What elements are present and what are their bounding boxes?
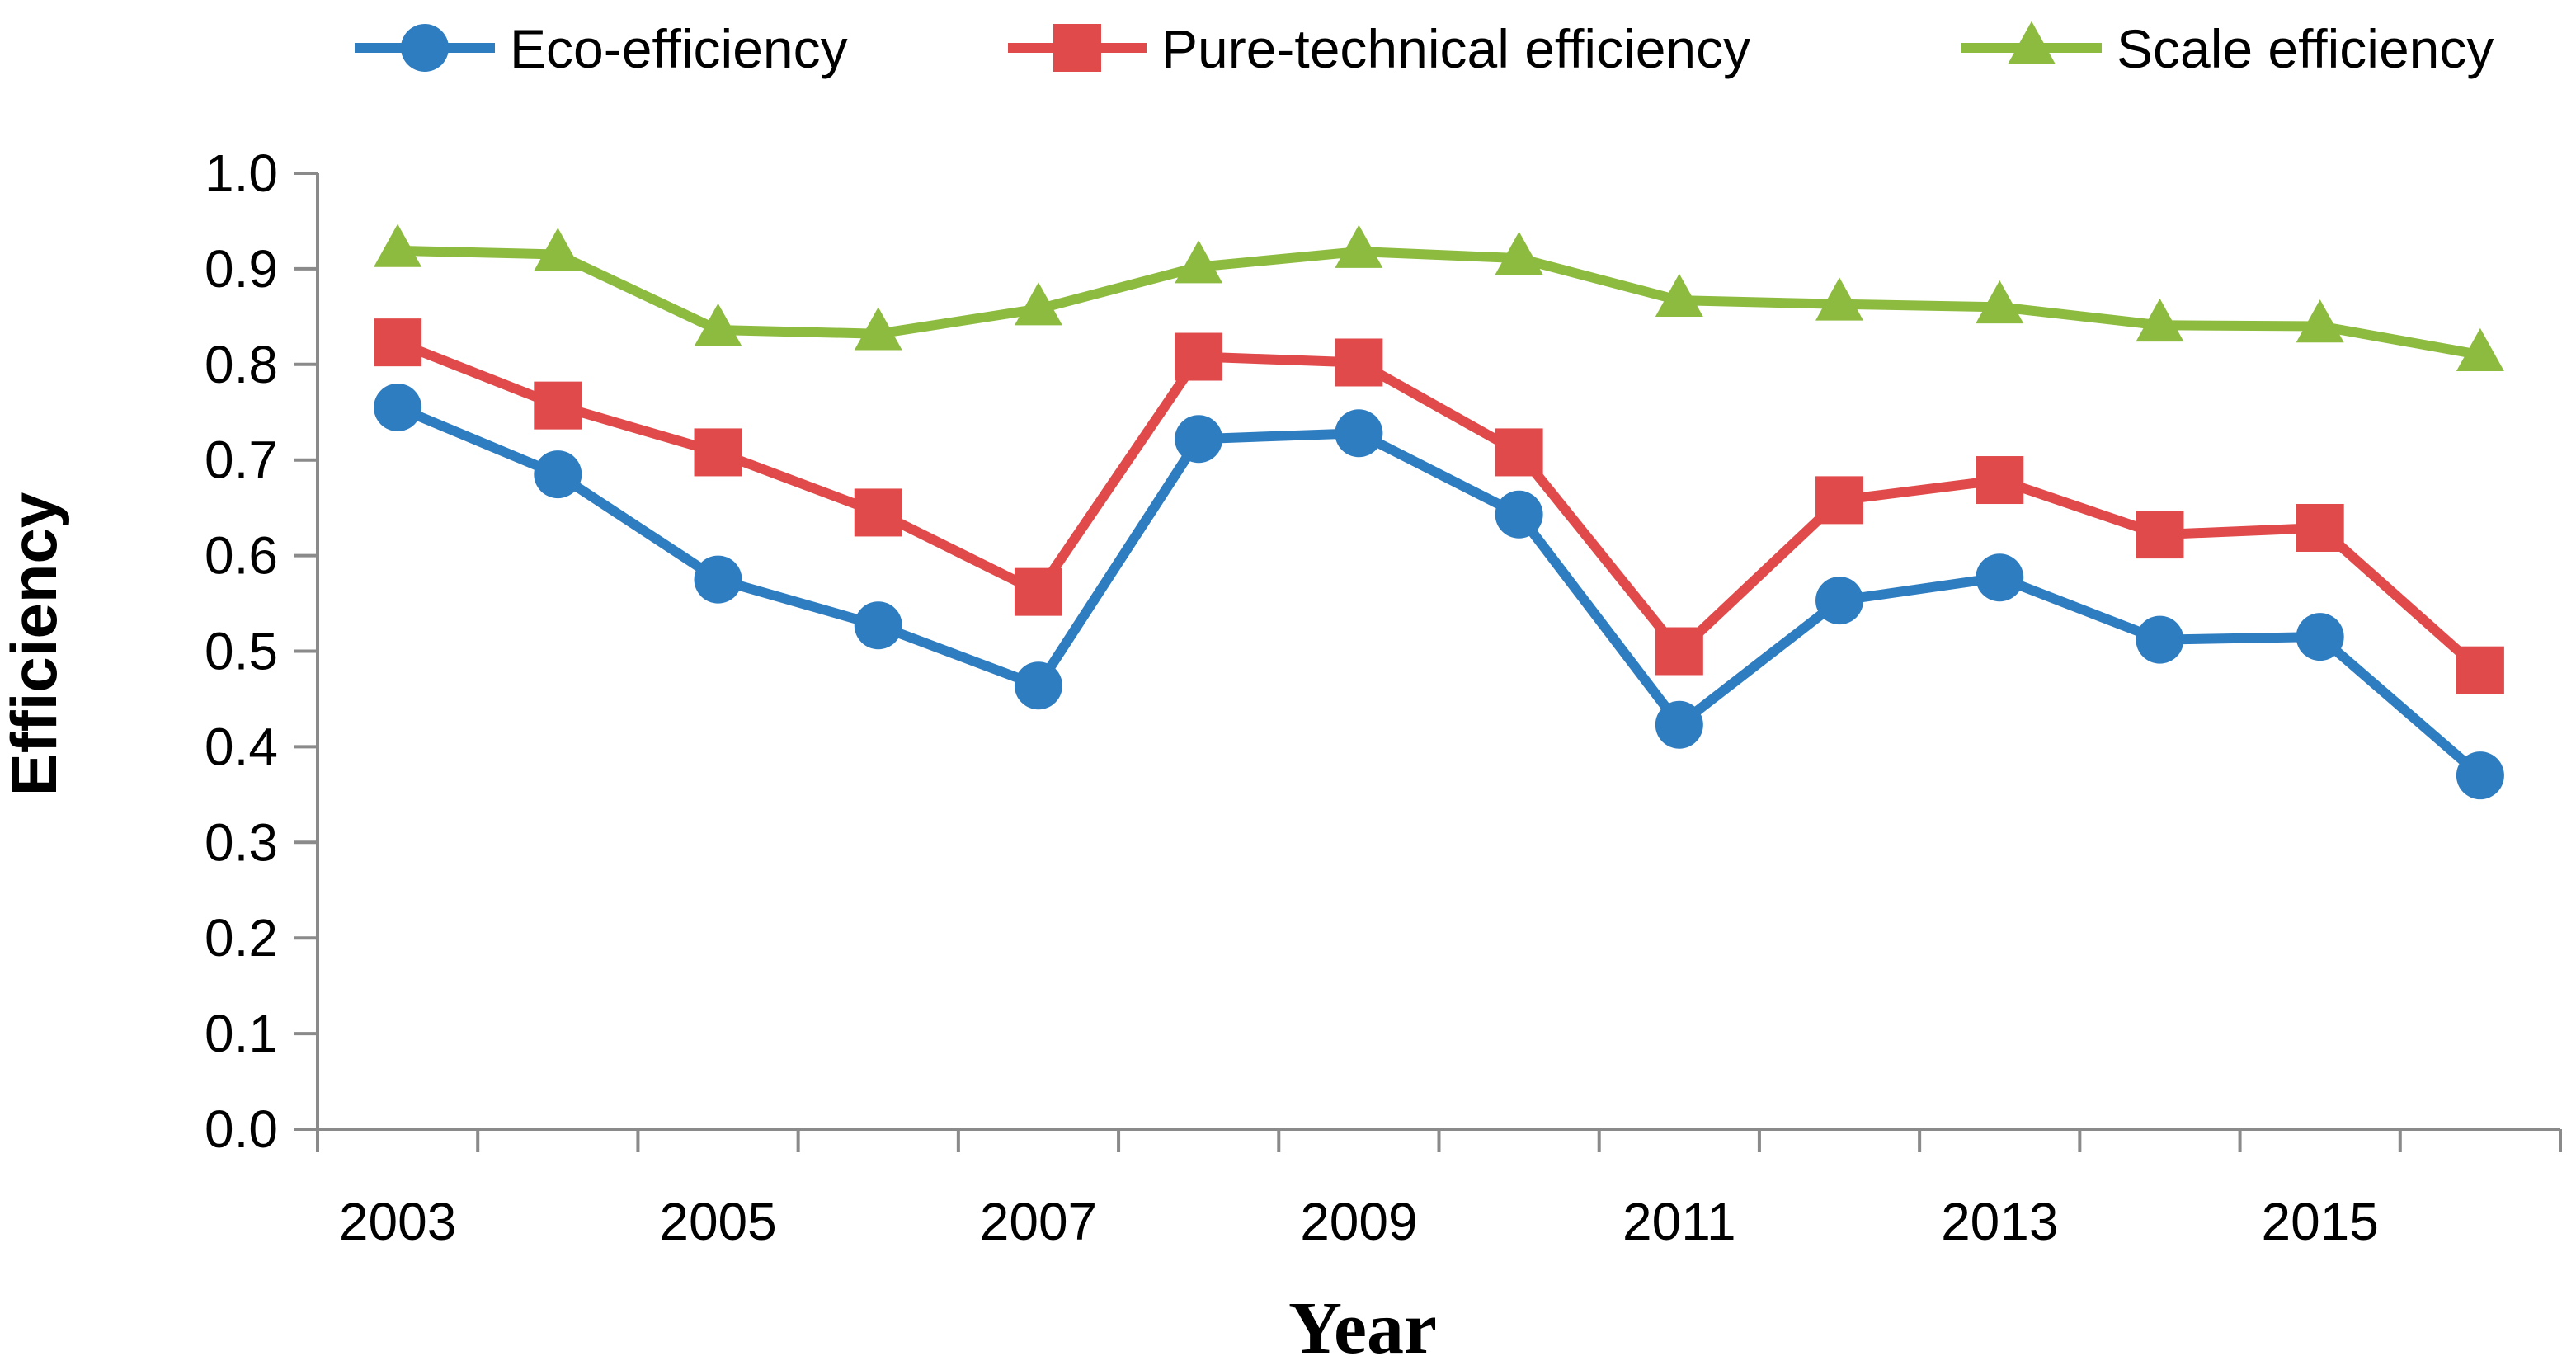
data-point <box>1014 282 1062 326</box>
legend-label: Scale efficiency <box>2117 18 2494 79</box>
data-point <box>374 383 422 431</box>
axes: 0.0 0.1 0.2 0.3 0.4 0.5 0.6 0.7 0.8 0.9 1.0 2003 200… <box>205 144 2562 1251</box>
data-point <box>1976 553 2024 602</box>
data-point <box>2296 613 2344 661</box>
legend-label: Pure-technical efficiency <box>1161 18 1750 79</box>
y-tick-label: 0.0 <box>205 1099 278 1159</box>
data-point <box>1655 627 1703 676</box>
data-point <box>1495 428 1543 477</box>
data-point <box>854 307 902 351</box>
legend-item: Pure-technical efficiency <box>1008 18 1750 79</box>
data-point <box>1495 490 1543 539</box>
data-point <box>1335 409 1383 458</box>
data-point <box>1014 661 1062 710</box>
data-point <box>1175 332 1223 381</box>
data-point <box>534 450 582 499</box>
data-point <box>1655 700 1703 749</box>
data-point <box>1815 577 1864 625</box>
data-point <box>2456 327 2504 372</box>
x-tick-label: 2015 <box>2261 1192 2378 1251</box>
x-axis-title: Year <box>1288 1288 1437 1369</box>
series-line <box>395 403 2484 779</box>
data-point <box>694 555 742 604</box>
y-tick-label: 0.4 <box>205 717 278 776</box>
y-tick-label: 0.3 <box>205 812 278 872</box>
data-point <box>1815 277 1864 321</box>
x-tick-label: 2009 <box>1300 1192 1417 1251</box>
data-point <box>2296 503 2344 552</box>
x-tick-label: 2005 <box>659 1192 776 1251</box>
y-tick-label: 0.2 <box>205 908 278 967</box>
data-point <box>1335 338 1383 387</box>
data-point <box>2136 511 2184 559</box>
data-point <box>1495 231 1543 275</box>
data-point <box>534 381 582 430</box>
data-point <box>1175 240 1223 284</box>
y-tick-label: 0.1 <box>205 1004 278 1063</box>
data-point <box>534 228 582 271</box>
y-tick-label: 0.8 <box>205 335 278 394</box>
data-point <box>374 318 422 367</box>
data-point <box>1976 280 2024 324</box>
legend-marker <box>1053 24 1101 72</box>
series-line <box>397 245 2481 360</box>
x-tick-label: 2011 <box>1622 1192 1736 1251</box>
data-point <box>854 601 902 650</box>
y-tick-label: 0.5 <box>205 622 278 681</box>
y-tick-label: 1.0 <box>205 144 278 203</box>
series-layer <box>374 224 2504 800</box>
data-point <box>2296 299 2344 343</box>
x-tick-label: 2003 <box>339 1192 456 1251</box>
data-point <box>1815 476 1864 525</box>
data-point <box>694 428 742 477</box>
series-line <box>395 337 2484 675</box>
legend-marker <box>2008 21 2056 64</box>
data-point <box>374 224 422 267</box>
legend-item: Scale efficiency <box>1961 18 2494 79</box>
x-tick-label: 2013 <box>1941 1192 2058 1251</box>
data-point <box>1335 224 1383 268</box>
y-axis-title: Efficiency <box>0 492 70 796</box>
data-point <box>2136 615 2184 664</box>
data-point <box>2456 751 2504 800</box>
y-tick-label: 0.6 <box>205 526 278 586</box>
series-scale-efficiency <box>374 224 2504 372</box>
legend: Eco-efficiency Pure-technical efficiency S… <box>355 18 2494 79</box>
data-point <box>2456 646 2504 694</box>
legend-label: Eco-efficiency <box>510 18 848 79</box>
legend-item: Eco-efficiency <box>355 18 848 79</box>
series-eco-efficiency <box>374 383 2504 800</box>
legend-marker <box>401 24 449 72</box>
y-tick-label: 0.7 <box>205 431 278 490</box>
data-point <box>1014 567 1062 616</box>
data-point <box>1655 273 1703 317</box>
y-tick-label: 0.9 <box>205 239 278 299</box>
series-pure-technical-efficiency <box>374 318 2504 694</box>
data-point <box>854 488 902 537</box>
data-point <box>694 303 742 346</box>
x-tick-label: 2007 <box>980 1192 1097 1251</box>
data-point <box>1976 456 2024 505</box>
data-point <box>1175 415 1223 464</box>
data-point <box>2136 298 2184 342</box>
